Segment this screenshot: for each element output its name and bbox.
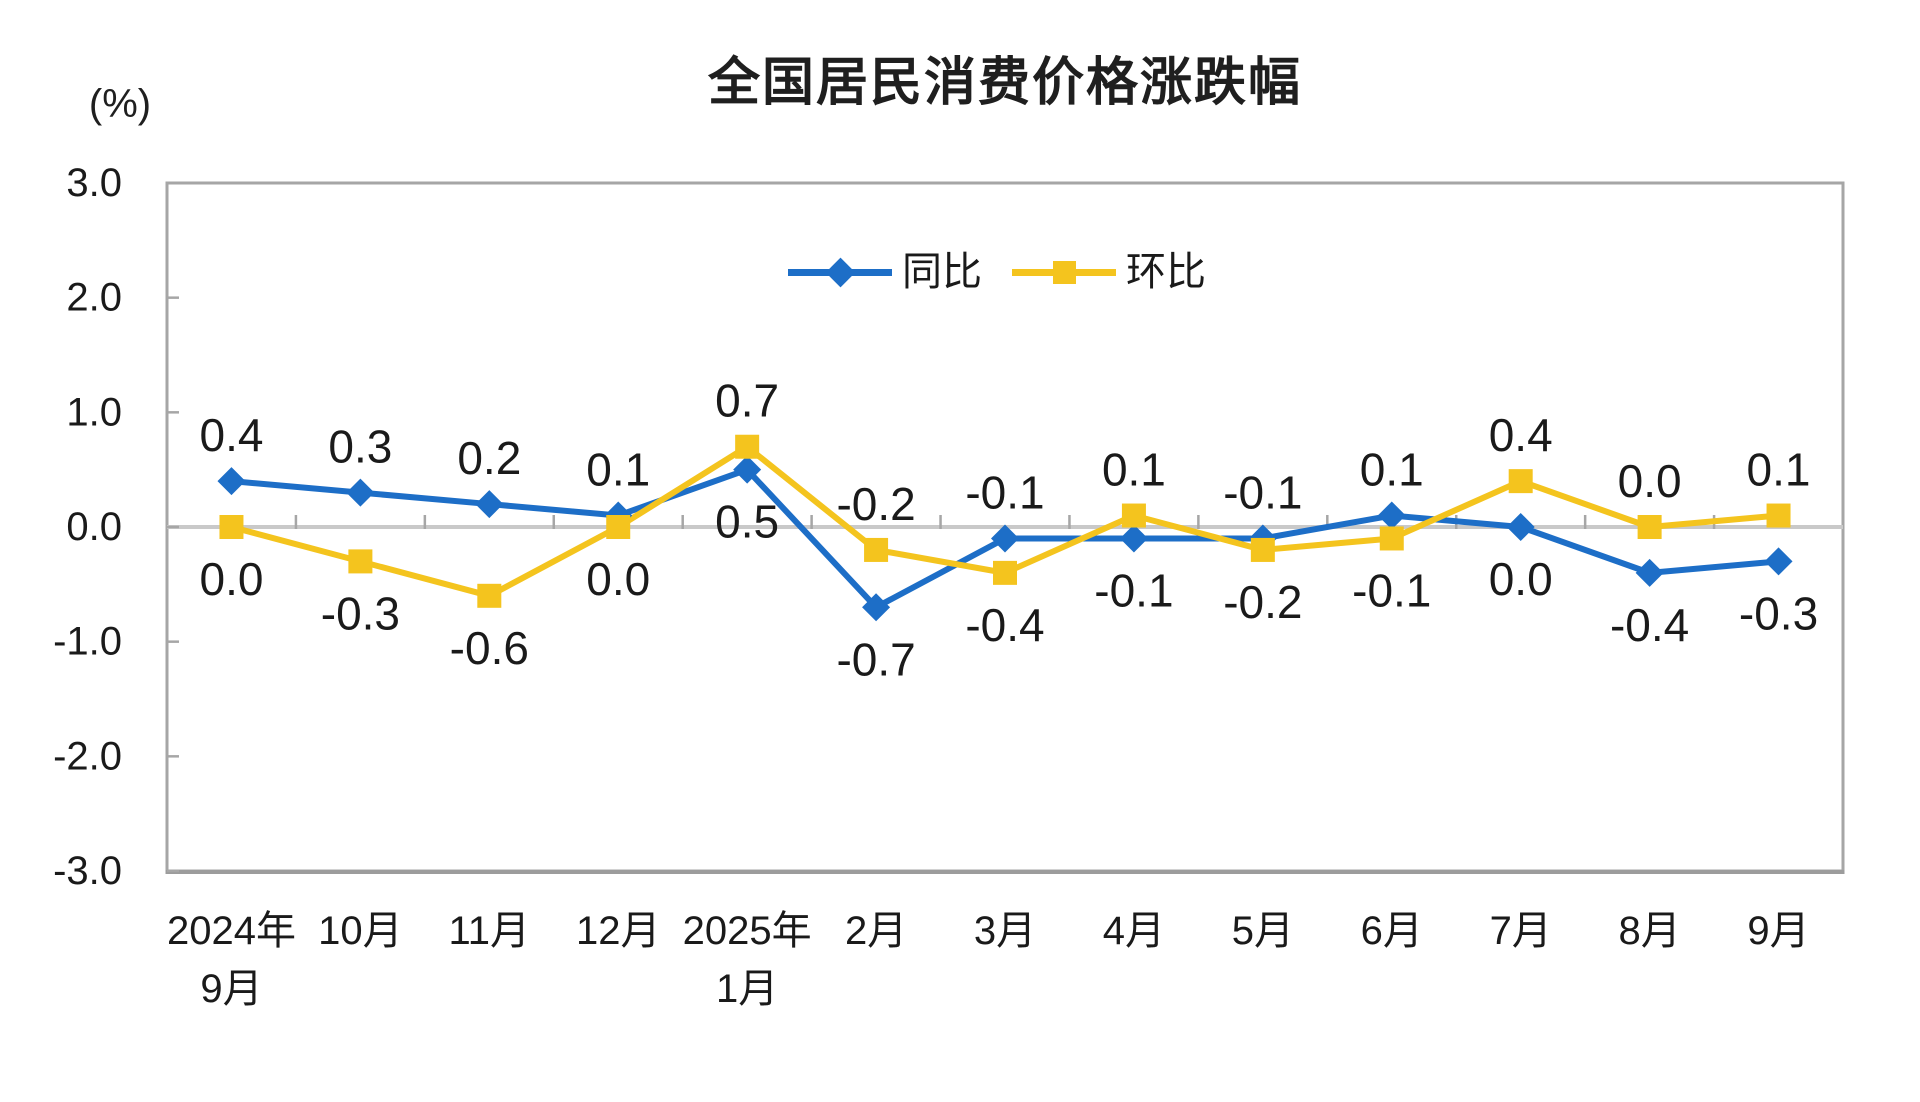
data-point-mom (864, 537, 889, 562)
data-label: -0.4 (1610, 599, 1689, 651)
y-tick-label: -1.0 (53, 620, 122, 664)
data-label: 0.1 (586, 444, 650, 496)
data-label: 0.1 (1747, 444, 1811, 496)
data-point-mom (735, 434, 760, 459)
data-label: -0.6 (450, 622, 529, 674)
y-tick-label: 1.0 (66, 390, 122, 434)
data-point-yoy (1764, 547, 1793, 576)
x-tick-label: 6月 (1361, 909, 1423, 953)
data-point-mom (1379, 526, 1404, 551)
data-point-mom (606, 515, 631, 539)
data-point-mom (993, 560, 1017, 585)
data-point-yoy (475, 490, 504, 519)
x-tick-label: 10月 (318, 909, 403, 953)
y-tick-label: 3.0 (66, 161, 122, 205)
x-tick-label: 7月 (1490, 909, 1552, 953)
legend-item-mom: 环比 (1012, 252, 1206, 292)
data-point-yoy (217, 467, 246, 496)
data-point-yoy (733, 455, 762, 484)
data-label: -0.1 (965, 466, 1044, 518)
data-label: 0.5 (715, 496, 779, 548)
data-point-yoy (1377, 501, 1406, 530)
data-point-yoy (1119, 524, 1148, 553)
data-point-yoy (862, 593, 891, 622)
y-tick-label: -3.0 (53, 849, 122, 893)
data-point-mom (477, 583, 502, 608)
mom-legend-marker-icon (1012, 257, 1116, 287)
data-point-mom (1121, 503, 1146, 528)
data-point-mom (1508, 469, 1533, 494)
data-label: -0.4 (965, 599, 1044, 651)
data-label: 0.4 (1489, 409, 1553, 461)
x-tick-label: 11月 (449, 909, 531, 953)
x-tick-label: 2月 (845, 909, 907, 953)
legend-label-mom: 环比 (1126, 250, 1206, 294)
data-label: 0.4 (199, 409, 263, 461)
data-point-yoy (1635, 558, 1664, 587)
x-tick-label: 8月 (1618, 909, 1680, 953)
data-label: 0.7 (715, 375, 779, 427)
x-tick-label: 12月 (576, 909, 661, 953)
data-label: -0.2 (1223, 576, 1302, 628)
data-label: -0.7 (836, 633, 915, 685)
data-point-mom (1637, 515, 1662, 539)
data-label: 0.0 (586, 553, 650, 605)
data-label: 0.1 (1102, 444, 1166, 496)
x-tick-label: 2025年 1月 (683, 909, 812, 1011)
data-label: 0.3 (328, 421, 392, 473)
x-tick-label: 9月 (1747, 909, 1809, 953)
data-label: -0.1 (1094, 564, 1173, 616)
data-label: 0.0 (1618, 455, 1682, 507)
x-tick-label: 2024年 9月 (167, 909, 296, 1011)
data-label: 0.0 (199, 553, 263, 605)
data-point-mom (1766, 503, 1791, 528)
yoy-legend-marker-icon (788, 257, 892, 288)
x-tick-label: 5月 (1232, 909, 1294, 953)
data-label: -0.3 (321, 587, 400, 639)
data-label: -0.3 (1739, 587, 1818, 639)
data-point-yoy (991, 524, 1019, 553)
y-tick-label: 2.0 (66, 276, 122, 320)
data-label: 0.0 (1489, 553, 1553, 605)
y-tick-label: 0.0 (66, 505, 122, 549)
data-point-mom (1250, 537, 1275, 562)
legend-item-yoy: 同比 (788, 252, 982, 292)
data-point-yoy (346, 478, 375, 507)
data-label: -0.1 (1352, 564, 1431, 616)
data-label: 0.2 (457, 432, 521, 484)
y-tick-label: -2.0 (53, 734, 122, 778)
chart-title: 全国居民消费价格涨跌幅 (707, 54, 1302, 112)
data-label: -0.1 (1223, 466, 1302, 518)
x-tick-label: 4月 (1103, 909, 1165, 953)
data-point-mom (348, 549, 373, 574)
data-label: -0.2 (836, 478, 915, 530)
data-point-mom (219, 515, 244, 539)
data-point-yoy (1506, 513, 1535, 541)
x-tick-label: 3月 (974, 909, 1036, 953)
y-axis-unit-label: (%) (88, 82, 152, 126)
legend-label-yoy: 同比 (902, 250, 982, 294)
data-label: 0.1 (1360, 444, 1424, 496)
chart-legend: 同比 环比 (788, 252, 1206, 292)
